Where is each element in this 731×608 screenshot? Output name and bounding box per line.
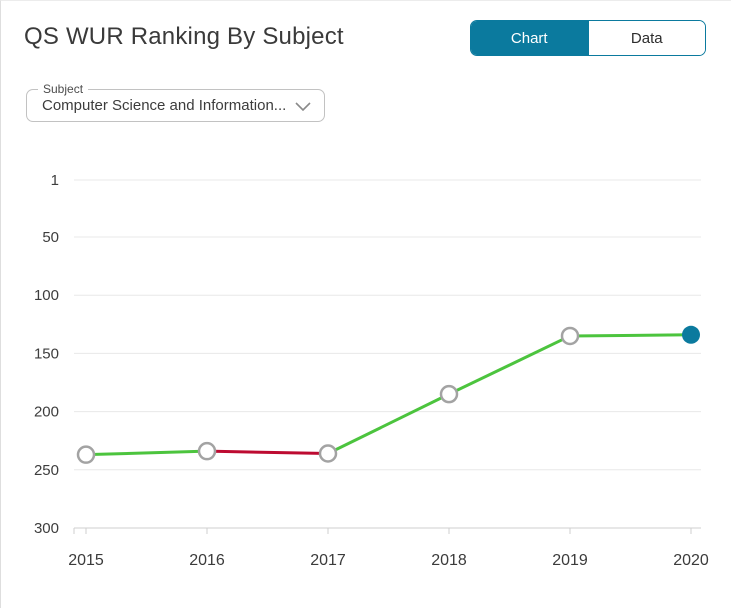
view-toggle: Chart Data [470, 20, 706, 56]
page-title: QS WUR Ranking By Subject [24, 23, 344, 50]
x-tick-label: 2019 [552, 552, 588, 569]
data-point-2017[interactable] [318, 444, 338, 463]
x-tick-label: 2017 [310, 552, 346, 569]
subject-select-label: Subject [38, 82, 89, 96]
chevron-down-icon [295, 102, 311, 111]
data-point-2020[interactable] [682, 325, 700, 344]
line-segment [206, 449, 329, 456]
data-point-2015[interactable] [76, 445, 96, 464]
y-tick-label: 200 [34, 404, 59, 421]
x-tick-label: 2018 [431, 552, 467, 569]
data-point-2016[interactable] [197, 441, 217, 461]
chart-tab[interactable]: Chart [471, 21, 588, 55]
x-tick-label: 2020 [673, 552, 709, 569]
y-tick-label: 1 [51, 172, 59, 189]
data-point-2019[interactable] [560, 326, 580, 346]
y-tick-label: 300 [34, 520, 59, 537]
line-segment [327, 392, 450, 455]
data-point-2018[interactable] [439, 384, 459, 404]
line-segment [448, 334, 571, 396]
y-tick-label: 50 [42, 229, 59, 246]
y-tick-label: 100 [34, 287, 59, 304]
x-tick-label: 2016 [189, 552, 225, 569]
x-tick-label: 2015 [68, 552, 104, 569]
subject-select-value: Computer Science and Information... [42, 97, 287, 114]
line-segment [85, 449, 208, 457]
y-tick-label: 150 [34, 345, 59, 362]
y-tick-label: 250 [34, 462, 59, 479]
subject-select[interactable]: Subject Computer Science and Information… [26, 82, 325, 122]
data-tab[interactable]: Data [587, 21, 705, 55]
line-segment [569, 333, 692, 338]
